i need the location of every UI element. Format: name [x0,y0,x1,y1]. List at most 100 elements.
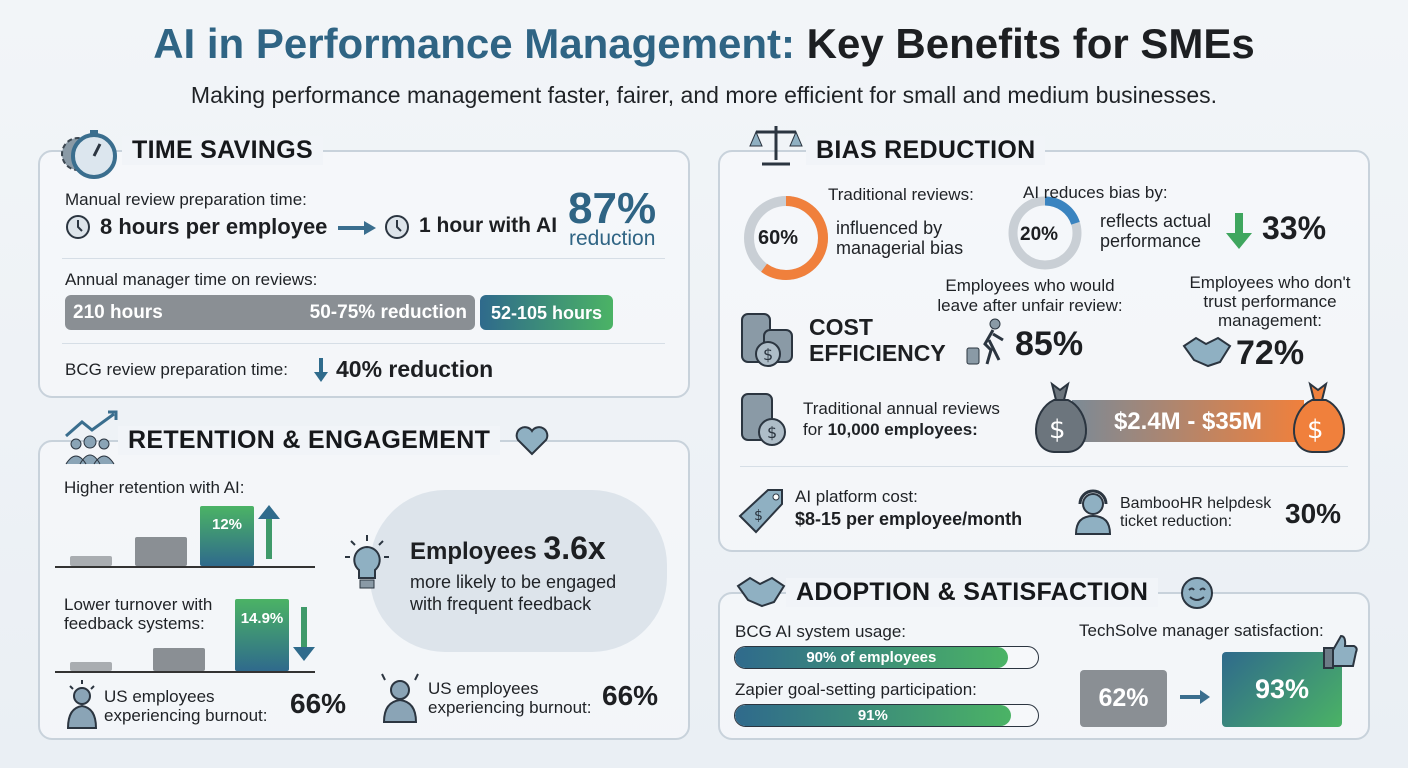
donut-ai [1008,196,1082,270]
engagement-headline: Employees 3.6x [410,530,606,567]
arrow-right-icon [338,221,376,235]
time-savings-heading: TIME SAVINGS [122,136,323,165]
coins-icon: $ [741,313,793,367]
trust-label: Employees who don't trust performance mana… [1160,273,1380,330]
trust-label-1: Employees who don't [1189,273,1351,292]
adoption-heading: ADOPTION & SATISFACTION [786,578,1159,607]
burnout-value: 66% [602,680,659,711]
page-subtitle: Making performance management faster, fa… [190,82,1218,108]
team-growth-icon [65,410,118,465]
lower-turnover-label-2: feedback systems: [64,614,205,633]
baseline [55,671,315,673]
leave-value: 85% [1015,325,1084,363]
before-bar: 210 hours 50-75% reduction [65,295,475,330]
bar-turnover: 14.9% [235,599,289,671]
burnout-label: US employees [104,687,215,706]
before-satisfaction-box: 62% [1080,670,1167,727]
engagement-title: Employees [410,538,537,565]
higher-retention-label: Higher retention with AI: [64,478,245,497]
annual-reviews-label-2: for 10,000 employees: [803,420,978,440]
bcg-usage-fill [735,647,1008,668]
leave-label-1: Employees who would [945,276,1115,295]
ai-bias-label: AI reduces bias by: [1023,183,1168,202]
frustrated-person-icon [381,673,419,723]
ai-desc-2: performance [1100,231,1202,251]
burnout-label-2: experiencing burnout: [104,706,268,725]
bcg-value: 40% reduction [336,356,494,382]
divider [62,258,665,259]
smiley-icon [1181,577,1213,609]
lightbulb-icon [345,535,389,589]
person-leaving-icon [966,318,1004,365]
trust-value: 72% [1236,334,1305,372]
burnout-label: US employees [428,679,539,698]
handshake-icon [1182,336,1232,368]
scale-icon [749,126,803,166]
svg-text:$: $ [767,423,777,442]
bcg-label: BCG review preparation time: [65,360,288,379]
svg-text:$: $ [763,345,773,364]
bcg-usage-text: 90% of employees [806,649,937,666]
handshake-icon [736,576,786,608]
techsolve-label: TechSolve manager satisfaction: [1079,621,1324,640]
engagement-bubble [370,490,667,652]
zapier-text: 91% [857,707,888,724]
after-satisfaction: 93% [1254,674,1310,704]
money-bag-orange-icon: $ [1293,381,1345,453]
donut-ai-arc [1008,196,1082,270]
bar-small [70,556,112,566]
bar-after-label: 52-105 hours [490,303,603,323]
ai-reduction-value: 33% [1262,210,1327,246]
annual-for: for [803,420,828,439]
burnout-label-2: experiencing burnout: [428,698,592,717]
cost-range: $2.4M - $35M [1113,408,1263,435]
svg-text:$: $ [1307,415,1324,445]
time-savings-panel [38,150,690,398]
cost-heading-2: EFFICIENCY [809,340,946,366]
trust-label-3: management: [1218,311,1322,330]
coins-icon: $ [741,393,786,446]
clock-icon [66,215,90,239]
down-arrow-icon [314,358,328,382]
traditional-desc-2: managerial bias [836,238,964,258]
money-bag-gray-icon: $ [1035,381,1087,453]
zapier-label: Zapier goal-setting participation: [735,680,977,699]
after-satisfaction-box: 93% [1222,652,1342,727]
platform-cost-label: AI platform cost: [795,487,918,506]
svg-text:$: $ [1049,415,1066,445]
donut-traditional-arc [744,196,828,280]
traditional-label: Traditional reviews: [828,185,974,204]
helpdesk-label: BambooHR helpdesk [1120,495,1272,512]
cost-heading-1: COST [809,314,873,340]
annual-employees: 10,000 employees: [827,420,978,439]
after-bar: 52-105 hours [480,295,613,330]
bias-heading: BIAS REDUCTION [806,136,1046,165]
thumbs-up-icon [1323,634,1358,669]
zapier-fill [735,705,1011,726]
manual-review-label: Manual review preparation time: [65,190,307,209]
bar-before-label: 210 hours [73,302,163,323]
stopwatch-gear-icon [61,130,117,179]
title-part-1: AI in Performance Management: [153,20,795,67]
arrow-right-icon [1180,690,1210,704]
platform-cost-value: $8-15 per employee/month [795,509,1023,529]
down-arrow-icon [293,607,315,661]
annual-time-label: Annual manager time on reviews: [65,270,318,289]
engagement-value: 3.6x [543,530,606,566]
reduction-label: reduction [569,227,656,250]
annual-reviews-label: Traditional annual reviews [803,399,1000,418]
lower-turnover-label: Lower turnover with [64,595,213,614]
donut-traditional [744,196,828,280]
clock-icon [385,215,409,239]
before-satisfaction: 62% [1098,684,1149,712]
leave-label: Employees who would leave after unfair re… [930,276,1130,316]
bias-cost-panel [718,150,1370,552]
retention-heading: RETENTION & ENGAGEMENT [118,426,501,455]
bar-medium [135,537,187,566]
divider [62,343,665,344]
retention-value: 12% [211,516,243,533]
page-title: AI in Performance Management: Key Benefi… [0,20,1408,68]
down-arrow-icon [1226,213,1252,249]
cost-heading: COST EFFICIENCY [809,314,946,366]
reduction-percent: 87% [568,184,657,233]
